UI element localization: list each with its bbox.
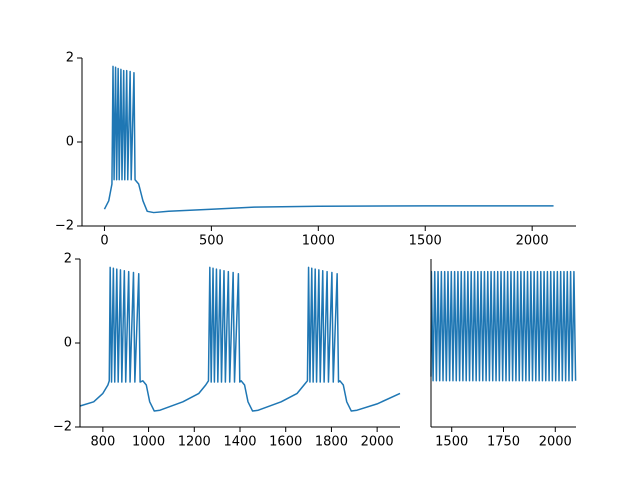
x-tick-label: 1500: [435, 435, 468, 450]
x-tick-label: 800: [90, 435, 115, 450]
x-tick-label: 1400: [223, 435, 256, 450]
x-tick-label: 1500: [409, 234, 442, 249]
x-tick-label: 2000: [539, 435, 572, 450]
x-tick-label: 2000: [516, 234, 549, 249]
data-line: [103, 65, 554, 214]
data-line: [79, 266, 401, 412]
x-tick-label: 2000: [361, 435, 394, 450]
y-tick-label: 0: [66, 135, 74, 150]
x-tick-label: 1000: [132, 435, 165, 450]
x-tick-label: 1000: [302, 234, 335, 249]
x-tick-label: 1600: [269, 435, 302, 450]
x-tick-label: 500: [199, 234, 224, 249]
data-line: [430, 270, 577, 382]
x-tick-label: 1750: [487, 435, 520, 450]
x-tick-label: 1200: [178, 435, 211, 450]
x-tick-label: 0: [100, 234, 108, 249]
y-tick-label: 2: [64, 252, 72, 267]
y-tick-label: 0: [64, 336, 72, 351]
y-tick-label: −2: [55, 219, 74, 234]
y-tick-label: −2: [53, 420, 72, 435]
x-tick-label: 1800: [315, 435, 348, 450]
y-tick-label: 2: [66, 51, 74, 66]
